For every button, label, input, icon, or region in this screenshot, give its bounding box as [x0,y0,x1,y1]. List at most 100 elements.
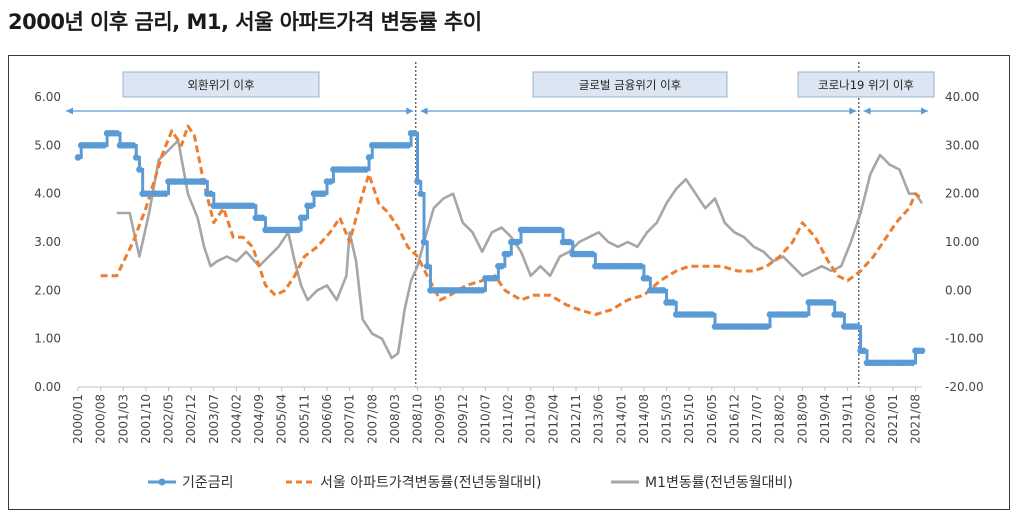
series-m1-line [116,139,924,360]
period-label: 글로벌 금융위기 이후 [579,78,682,92]
series-base-rate-marker [404,142,412,149]
x-tick-label: 2016/05 [705,394,719,444]
series-base-rate-marker [708,311,716,318]
series-base-rate-marker [918,347,926,355]
series-base-rate-marker [802,311,809,318]
x-tick-label: 2021/08 [909,394,923,444]
x-tick-label: 2008/10 [411,394,425,444]
series-base-rate-marker [854,323,861,330]
x-tick-label: 2018/09 [795,394,809,444]
series-base-rate-marker [763,323,771,330]
series-base-rate-marker [411,129,418,137]
series-base-rate-marker [660,287,667,294]
series-base-rate-marker [132,154,140,161]
x-tick-label: 2002/05 [162,394,176,444]
period-annotations: 외환위기 이후 글로벌 금융위기 이후 코로나19 위기 이후 [66,62,935,387]
x-tick-label: 2003/07 [207,394,221,444]
series-base-rate-marker [423,262,431,270]
x-tick-label: 2017/07 [750,394,764,444]
axes: 0.00 1.00 2.00 3.00 4.00 5.00 6.00 -20.00 -10.00… [34,90,983,444]
x-tick-label: 2004/09 [252,394,266,444]
x-tick-label: 2011/02 [501,394,515,444]
series-base-rate-marker [860,347,868,355]
period-arrowhead-left [420,107,428,115]
period-label-box [122,71,320,98]
series-base-rate-marker [669,299,677,306]
series-base-rate-marker [100,142,108,149]
y-left-tick-label: 3.00 [34,235,61,249]
y-left-tick-label: 5.00 [34,138,61,152]
series-base-rate-marker [162,190,169,197]
x-tick-label: 2014/08 [637,394,651,444]
x-tick-label: 2014/01 [614,394,628,444]
x-tick-label: 2000/08 [94,394,108,444]
x-tick-label: 2004/02 [229,394,243,444]
page-title: 2000년 이후 금리, M1, 서울 아파트가격 변동률 추이 [8,10,482,34]
series-base-rate-marker [491,274,499,282]
x-tick-label: 2015/03 [660,394,674,444]
y-right-tick-label: 30.00 [945,138,979,152]
x-tick-label: 2009/05 [433,394,447,444]
x-tick-label: 2005/04 [275,394,289,444]
series-base-rate-marker [200,178,208,185]
y-right-tick-label: -20.00 [945,380,984,394]
series-base-rate-marker [637,262,644,270]
series-base-rate-marker [249,202,256,210]
series-lines [74,124,926,367]
period-arrowhead-right [406,107,414,115]
period-arrowhead-right [849,107,857,115]
series-base-rate-marker [417,190,425,197]
x-tick-label: 2012/11 [569,394,583,444]
period-label-box [797,71,935,98]
period-label: 코로나19 위기 이후 [818,78,914,92]
x-tick-label: 2021/01 [886,394,900,444]
series-base-rate-marker [259,214,266,222]
y-left-tick-label: 1.00 [34,332,61,346]
x-tick-label: 2007/01 [343,394,357,444]
series-base-rate-marker [320,190,328,197]
period-arrowhead-left [863,107,871,115]
series-base-rate-marker [301,214,308,222]
chart-frame [8,55,1010,510]
x-tick-label: 2009/12 [456,394,470,444]
series-base-rate-marker [556,226,564,234]
y-left-tick-label: 6.00 [34,90,61,104]
series-base-rate-marker [113,129,121,137]
x-tick-label: 2018/02 [773,394,787,444]
x-tick-label: 2001/03 [116,394,130,444]
y-left-tick-label: 4.00 [34,187,61,201]
series-base-rate-marker [365,154,373,161]
y-right-tick-label: 10.00 [945,235,979,249]
x-tick-label: 2019/11 [841,394,855,444]
x-tick-label: 2010/07 [478,394,492,444]
y-right-tick-label: 0.00 [945,283,972,297]
x-tick-label: 2016/12 [727,394,741,444]
series-base-rate-marker [74,154,82,161]
legend-swatch-marker [158,478,166,486]
series-base-rate-marker [129,142,137,149]
x-tick-label: 2019/04 [818,394,832,444]
series-base-rate-marker [294,226,302,234]
series-base-rate-marker [504,250,512,258]
y-right-tick-label: 40.00 [945,90,979,104]
period-arrowhead-left [66,107,73,115]
legend-label: 서울 아파트가격변동률(전년동월대비) [320,475,541,491]
period-arrowhead-right [921,107,928,115]
y-left-tick-label: 0.00 [34,380,61,394]
y-right-tick-label: 20.00 [945,187,979,201]
series-base-rate-marker [414,178,421,185]
x-tick-label: 2002/12 [184,394,198,444]
series-base-rate-marker [837,311,845,318]
x-tick-label: 2006/06 [320,394,334,444]
series-base-rate-marker [588,250,596,258]
series-base-rate-marker [498,262,505,270]
series-base-rate-marker [207,190,214,197]
legend: 기준금리 서울 아파트가격변동률(전년동월대비) M1변동률(전년동월대비) [148,475,793,491]
period-label: 외환위기 이후 [187,78,254,92]
series-base-rate-marker [828,299,835,306]
x-tick-label: 2000/01 [71,394,85,444]
series-base-rate-marker [478,287,486,294]
x-tick-label: 2015/10 [682,394,696,444]
series-base-rate-marker [326,178,334,185]
